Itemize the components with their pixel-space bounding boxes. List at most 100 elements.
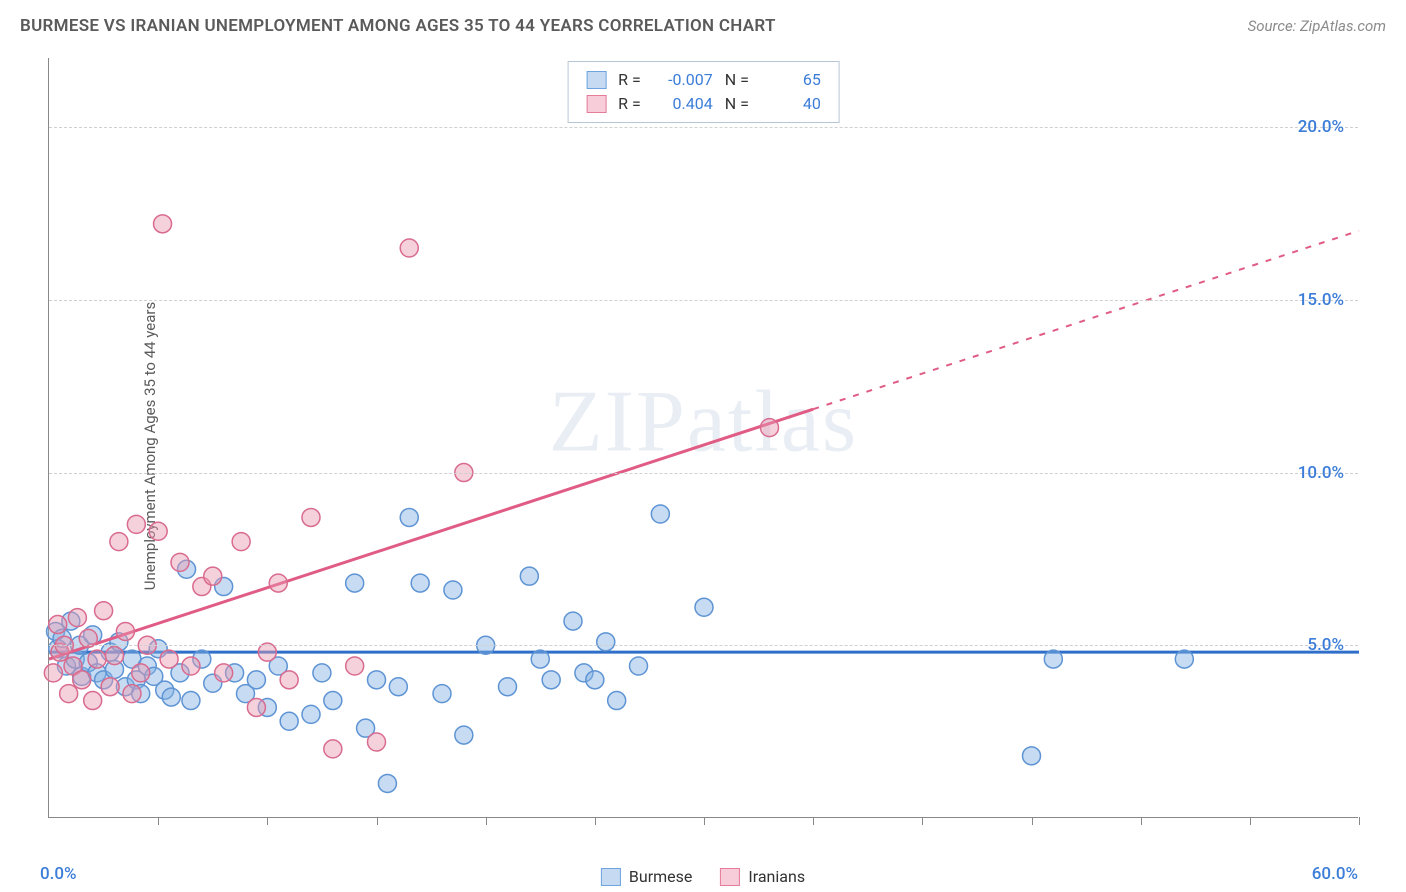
header-row: BURMESE VS IRANIAN UNEMPLOYMENT AMONG AG… <box>20 16 1386 36</box>
data-point <box>101 678 119 696</box>
data-point <box>695 598 713 616</box>
x-tick <box>704 817 705 825</box>
x-origin-label: 0.0% <box>40 864 77 884</box>
data-point <box>346 574 364 592</box>
r-value: -0.007 <box>653 68 713 92</box>
data-point <box>324 740 342 758</box>
data-point <box>49 616 67 634</box>
data-point <box>313 664 331 682</box>
data-point <box>247 698 265 716</box>
data-point <box>116 622 134 640</box>
source-name: ZipAtlas.com <box>1300 17 1386 35</box>
plot-svg <box>49 58 1358 817</box>
data-point <box>247 671 265 689</box>
x-tick <box>1141 817 1142 825</box>
data-point <box>378 774 396 792</box>
r-label: R = <box>618 68 641 92</box>
x-tick <box>1359 817 1360 825</box>
correlation-row: R = 0.404 N = 40 <box>586 92 821 116</box>
data-point <box>154 215 172 233</box>
n-label: N = <box>725 92 749 116</box>
legend-swatch <box>601 868 621 886</box>
r-value: 0.404 <box>653 92 713 116</box>
data-point <box>1023 747 1041 765</box>
data-point <box>149 522 167 540</box>
data-point <box>171 553 189 571</box>
data-point <box>95 602 113 620</box>
n-value: 65 <box>761 68 821 92</box>
n-value: 40 <box>761 92 821 116</box>
grid-line <box>49 473 1358 474</box>
data-point <box>280 671 298 689</box>
data-point <box>455 726 473 744</box>
data-point <box>182 692 200 710</box>
trend-line-dashed <box>813 231 1359 409</box>
data-point <box>215 664 233 682</box>
x-tick <box>267 817 268 825</box>
x-tick <box>922 817 923 825</box>
data-point <box>106 647 124 665</box>
grid-line <box>49 127 1358 128</box>
data-point <box>597 633 615 651</box>
data-point <box>651 505 669 523</box>
data-point <box>110 533 128 551</box>
data-point <box>44 664 62 682</box>
data-point <box>269 574 287 592</box>
data-point <box>1175 650 1193 668</box>
y-tick-label: 15.0% <box>1298 290 1344 310</box>
data-point <box>1044 650 1062 668</box>
grid-line <box>49 645 1358 646</box>
data-point <box>389 678 407 696</box>
x-tick <box>486 817 487 825</box>
data-point <box>127 515 145 533</box>
data-point <box>542 671 560 689</box>
data-point <box>302 508 320 526</box>
data-point <box>433 685 451 703</box>
grid-line <box>49 300 1358 301</box>
legend-label: Burmese <box>629 867 692 886</box>
legend-label: Iranians <box>748 867 805 886</box>
data-point <box>204 567 222 585</box>
y-tick-label: 20.0% <box>1298 117 1344 137</box>
x-tick <box>377 817 378 825</box>
data-point <box>444 581 462 599</box>
data-point <box>88 650 106 668</box>
data-point <box>324 692 342 710</box>
data-point <box>411 574 429 592</box>
x-tick <box>595 817 596 825</box>
data-point <box>84 692 102 710</box>
n-label: N = <box>725 68 749 92</box>
data-point <box>368 671 386 689</box>
y-tick-label: 10.0% <box>1298 463 1344 483</box>
data-point <box>60 685 78 703</box>
x-tick <box>1250 817 1251 825</box>
data-point <box>630 657 648 675</box>
data-point <box>368 733 386 751</box>
data-point <box>232 533 250 551</box>
data-point <box>132 664 150 682</box>
data-point <box>520 567 538 585</box>
data-point <box>608 692 626 710</box>
x-tick <box>1032 817 1033 825</box>
legend-item: Burmese <box>601 867 692 886</box>
chart-title: BURMESE VS IRANIAN UNEMPLOYMENT AMONG AG… <box>20 16 776 36</box>
data-point <box>182 657 200 675</box>
x-end-label: 60.0% <box>1312 864 1358 884</box>
x-tick <box>813 817 814 825</box>
legend-swatch <box>720 868 740 886</box>
legend-swatch <box>586 95 606 113</box>
y-tick-label: 5.0% <box>1307 635 1344 655</box>
legend-item: Iranians <box>720 867 805 886</box>
data-point <box>400 239 418 257</box>
data-point <box>564 612 582 630</box>
legend-swatch <box>586 71 606 89</box>
source-text: Source: ZipAtlas.com <box>1248 17 1386 35</box>
data-point <box>73 671 91 689</box>
data-point <box>280 712 298 730</box>
r-label: R = <box>618 92 641 116</box>
correlation-box: R = -0.007 N = 65 R = 0.404 N = 40 <box>567 61 840 123</box>
x-tick <box>158 817 159 825</box>
data-point <box>162 688 180 706</box>
data-point <box>346 657 364 675</box>
data-point <box>68 609 86 627</box>
